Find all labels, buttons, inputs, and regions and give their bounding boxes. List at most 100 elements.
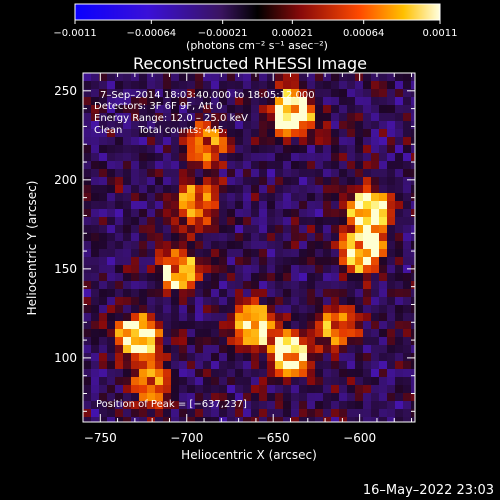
heatmap-pixel: [267, 73, 275, 81]
heatmap-pixel: [195, 289, 203, 297]
heatmap-pixel: [339, 105, 347, 113]
heatmap-pixel: [299, 185, 307, 193]
heatmap-pixel: [259, 345, 267, 353]
heatmap-pixel: [163, 225, 171, 233]
heatmap-pixel: [259, 353, 267, 361]
heatmap-pixel: [171, 417, 179, 422]
heatmap-pixel: [171, 377, 179, 385]
heatmap-pixel: [179, 401, 187, 409]
heatmap-pixel: [179, 169, 187, 177]
heatmap-pixel: [323, 337, 331, 345]
heatmap-pixel: [131, 401, 139, 409]
heatmap-pixel: [171, 265, 179, 273]
heatmap-pixel: [403, 313, 411, 321]
heatmap-pixel: [179, 105, 187, 113]
heatmap-pixel: [283, 185, 291, 193]
heatmap-pixel: [91, 81, 99, 89]
heatmap-pixel: [323, 409, 331, 417]
heatmap-pixel: [403, 193, 411, 201]
heatmap-pixel: [259, 185, 267, 193]
heatmap-pixel: [99, 265, 107, 273]
heatmap-pixel: [179, 385, 187, 393]
heatmap-pixel: [139, 321, 147, 329]
heatmap-pixel: [83, 169, 91, 177]
heatmap-pixel: [203, 153, 211, 161]
heatmap-pixel: [115, 305, 123, 313]
heatmap-pixel: [163, 353, 171, 361]
heatmap-pixel: [403, 161, 411, 169]
heatmap-pixel: [315, 161, 323, 169]
heatmap-pixel: [339, 249, 347, 257]
heatmap-pixel: [267, 177, 275, 185]
heatmap-pixel: [315, 265, 323, 273]
heatmap-pixel: [131, 209, 139, 217]
heatmap-pixel: [267, 401, 275, 409]
heatmap-pixel: [355, 321, 363, 329]
heatmap-pixel: [275, 193, 283, 201]
heatmap-pixel: [275, 321, 283, 329]
colorbar-tick-label: 0.00021: [272, 28, 313, 39]
heatmap-pixel: [107, 233, 115, 241]
heatmap-pixel: [91, 329, 99, 337]
heatmap-pixel: [411, 401, 415, 409]
heatmap-pixel: [331, 401, 339, 409]
heatmap-pixel: [243, 345, 251, 353]
heatmap-pixel: [155, 377, 163, 385]
heatmap-pixel: [187, 361, 195, 369]
heatmap-pixel: [347, 385, 355, 393]
heatmap-pixel: [307, 105, 315, 113]
heatmap-pixel: [411, 153, 415, 161]
heatmap-pixel: [307, 337, 315, 345]
heatmap-pixel: [363, 89, 371, 97]
heatmap-pixel: [251, 217, 259, 225]
heatmap-pixel: [323, 257, 331, 265]
heatmap-pixel: [267, 185, 275, 193]
heatmap-pixel: [147, 233, 155, 241]
heatmap-pixel: [291, 329, 299, 337]
heatmap-pixel: [139, 209, 147, 217]
heatmap-pixel: [411, 417, 415, 422]
heatmap-pixel: [315, 113, 323, 121]
heatmap-pixel: [171, 353, 179, 361]
heatmap-pixel: [211, 225, 219, 233]
heatmap-pixel: [211, 153, 219, 161]
heatmap-pixel: [171, 153, 179, 161]
heatmap-pixel: [339, 313, 347, 321]
heatmap-pixel: [267, 225, 275, 233]
heatmap-pixel: [379, 113, 387, 121]
heatmap-pixel: [387, 281, 395, 289]
heatmap-pixel: [395, 321, 403, 329]
heatmap-pixel: [267, 137, 275, 145]
heatmap-pixel: [355, 265, 363, 273]
heatmap-pixel: [363, 105, 371, 113]
heatmap-pixel: [123, 73, 131, 81]
heatmap-pixel: [347, 105, 355, 113]
heatmap-pixel: [355, 289, 363, 297]
heatmap-pixel: [267, 169, 275, 177]
heatmap-pixel: [155, 369, 163, 377]
heatmap-pixel: [371, 81, 379, 89]
heatmap-pixel: [99, 97, 107, 105]
heatmap-pixel: [299, 369, 307, 377]
heatmap-pixel: [131, 153, 139, 161]
heatmap-pixel: [347, 137, 355, 145]
heatmap-pixel: [147, 385, 155, 393]
heatmap-pixel: [235, 249, 243, 257]
heatmap-pixel: [347, 273, 355, 281]
heatmap-pixel: [299, 401, 307, 409]
heatmap-pixel: [299, 193, 307, 201]
heatmap-pixel: [355, 121, 363, 129]
heatmap-pixel: [139, 297, 147, 305]
heatmap-pixel: [347, 361, 355, 369]
heatmap-pixel: [155, 249, 163, 257]
heatmap-pixel: [331, 257, 339, 265]
heatmap-pixel: [259, 409, 267, 417]
heatmap-pixel: [235, 105, 243, 113]
heatmap-pixel: [123, 105, 131, 113]
heatmap-pixel: [411, 393, 415, 401]
heatmap-pixel: [107, 409, 115, 417]
heatmap-pixel: [315, 321, 323, 329]
heatmap-pixel: [227, 209, 235, 217]
heatmap-pixel: [347, 257, 355, 265]
heatmap-pixel: [155, 145, 163, 153]
